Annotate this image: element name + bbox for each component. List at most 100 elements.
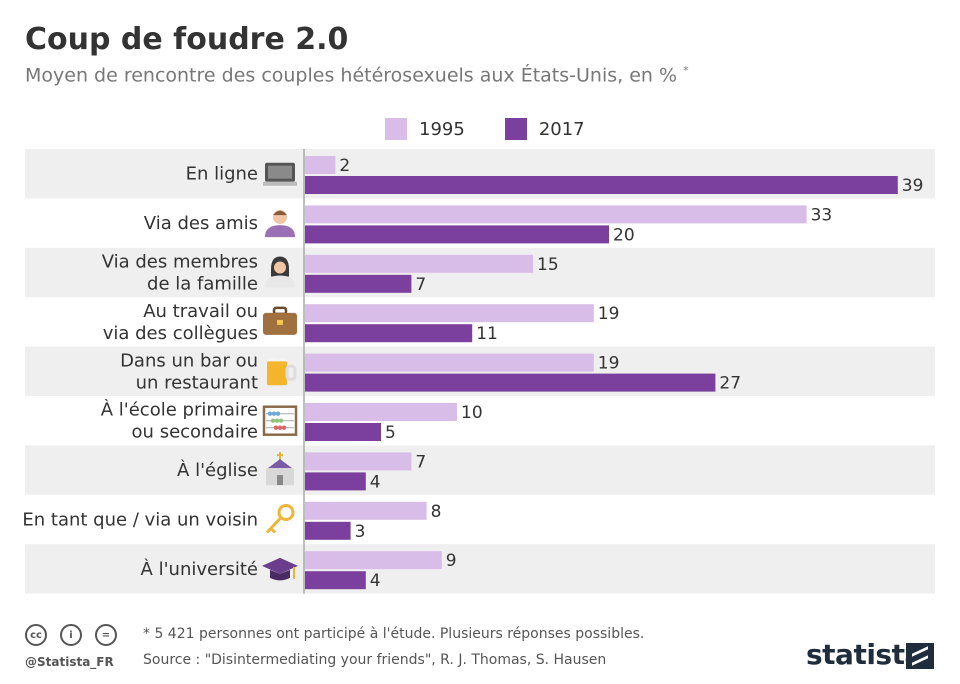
subtitle-text: Moyen de rencontre des couples hétérosex… [25,64,678,87]
church-roof [268,459,292,469]
data-label-2017: 4 [370,472,381,492]
statista-logo-icon [906,643,934,669]
briefcase-lock [277,319,283,325]
source-note: Source : "Disintermediating your friends… [143,652,607,668]
data-label-2017: 7 [415,275,426,295]
bar-1995 [305,501,427,520]
data-label-1995: 8 [431,502,442,522]
category-label: Au travail ou via des collègues [103,301,258,344]
church-door [277,475,283,486]
laptop-display [268,165,292,179]
mug-beer [267,361,287,386]
data-label-1995: 19 [598,304,620,324]
data-label-2017: 5 [385,423,396,443]
category-label: À l'université [141,558,258,580]
no-derivatives-icon: = [95,624,117,646]
category-label: Dans un bar ou un restaurant [120,350,258,393]
data-label-2017: 20 [613,225,635,245]
abacus-bead [278,418,284,423]
cap-top [262,557,298,574]
data-label-1995: 7 [415,452,426,472]
bar-1995 [305,551,442,570]
data-label-2017: 4 [370,571,381,591]
legend-item-2017: 2017 [504,118,585,140]
woman-body [265,275,295,288]
abacus-bead [270,418,276,423]
legend-label-1995: 1995 [419,118,465,140]
data-label-1995: 10 [461,403,483,423]
category-label: En ligne [186,164,258,185]
attribution-icon: i [60,624,82,646]
abacus-bead [271,411,277,416]
data-label-1995: 15 [537,255,559,275]
bar-1995 [305,403,457,421]
category-label: À l'église [177,459,258,481]
beer-mug-icon [266,357,297,386]
woman-icon [265,256,295,288]
footnote: * 5 421 personnes ont participé à l'étud… [143,626,645,642]
bar-1995 [305,205,807,224]
data-label-2017: 3 [355,522,366,542]
bar-2017 [305,274,412,293]
man-body [265,225,295,238]
bar-2017 [305,225,609,244]
man-icon [265,210,295,238]
bar-2017 [305,324,473,343]
category-label: Via des amis [144,213,258,234]
abacus-bead [281,425,287,430]
legend-label-2017: 2017 [538,118,585,140]
woman-head [274,261,286,274]
legend-item-1995: 1995 [385,118,465,140]
bar-1995 [305,254,533,273]
key-bow [277,504,295,521]
bar-2017 [305,472,366,491]
key-shaft [265,516,283,534]
abacus-bead [274,418,280,423]
legend-swatch-2017 [504,118,527,140]
data-label-2017: 27 [719,374,741,394]
mug-foam [266,357,288,362]
data-label-1995: 2 [339,156,350,176]
social-handle: @Statista_FR [25,655,114,669]
cc-license-icon: cc [25,624,47,646]
bar-2017 [305,571,366,590]
bar-1995 [305,156,336,174]
mug-handle [285,364,297,381]
laptop-icon [263,162,297,186]
bar-2017 [305,521,351,540]
bar-1995 [305,304,594,323]
abacus-bead [267,411,273,416]
row-band [25,445,935,495]
cap-base [270,569,290,581]
chart-title: Coup de foudre 2.0 [25,22,349,57]
chart-subtitle: Moyen de rencontre des couples hétérosex… [25,64,689,86]
graduation-cap-icon [262,557,298,581]
legend: 1995 2017 [385,118,585,140]
bar-2017 [305,176,898,194]
bar-1995 [305,353,594,372]
church-icon [266,452,294,486]
laptop-base [263,181,297,186]
abacus-bead [275,411,281,416]
bar-2017 [305,423,381,441]
statista-logo[interactable]: statista [806,638,923,671]
abacus-frame [262,405,298,436]
briefcase-icon [263,306,297,335]
data-label-1995: 9 [446,551,457,571]
abacus-bead [277,425,283,430]
category-label: Via des membres de la famille [102,252,258,295]
key-icon [265,504,295,534]
subtitle-footnote-mark: * [683,64,689,77]
bar-2017 [305,373,716,392]
data-label-2017: 11 [476,324,498,344]
man-hair [273,210,287,216]
data-label-2017: 39 [902,176,924,196]
category-label: En tant que / via un voisin [22,510,258,531]
row-band [25,544,935,594]
category-label: À l'école primaire ou secondaire [101,399,258,443]
abacus-bead [273,425,279,430]
key-tooth [269,527,277,534]
legend-swatch-1995 [385,118,407,140]
bar-1995 [305,452,412,471]
